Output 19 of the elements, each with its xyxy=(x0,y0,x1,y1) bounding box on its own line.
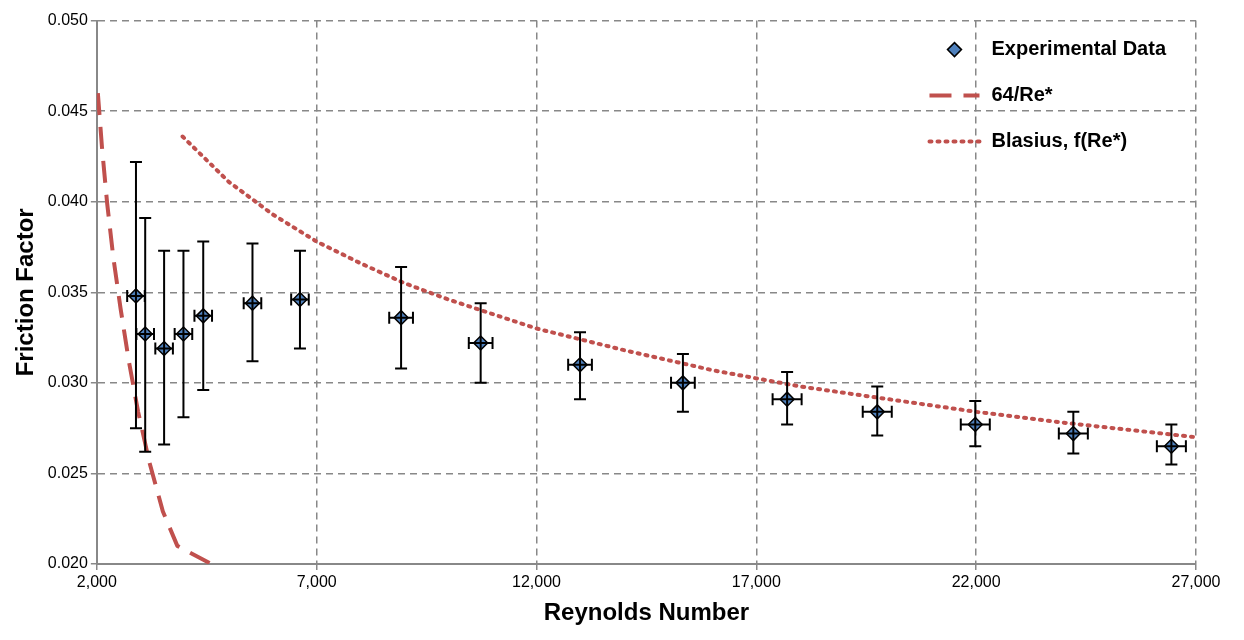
x-tick-label: 27,000 xyxy=(1171,573,1221,591)
y-tick-label: 0.020 xyxy=(47,554,88,572)
y-tick-label: 0.045 xyxy=(47,101,88,119)
x-tick-label: 17,000 xyxy=(731,573,781,591)
x-tick-label: 12,000 xyxy=(512,573,562,591)
legend-label: Blasius, f(Re*) xyxy=(991,129,1128,152)
y-tick-label: 0.050 xyxy=(47,11,88,29)
y-tick-label: 0.040 xyxy=(47,192,88,210)
y-axis-title: Friction Factor xyxy=(11,208,39,377)
x-tick-label: 2,000 xyxy=(76,573,117,591)
legend-label: Experimental Data xyxy=(991,37,1167,60)
y-tick-label: 0.030 xyxy=(47,373,88,391)
x-tick-label: 22,000 xyxy=(951,573,1001,591)
legend-label: 64/Re* xyxy=(991,83,1053,106)
line-series xyxy=(180,134,1196,440)
x-tick-label: 7,000 xyxy=(296,573,337,591)
x-axis-title: Reynolds Number xyxy=(543,598,750,626)
y-tick-label: 0.025 xyxy=(47,463,88,481)
y-tick-label: 0.035 xyxy=(47,282,88,300)
